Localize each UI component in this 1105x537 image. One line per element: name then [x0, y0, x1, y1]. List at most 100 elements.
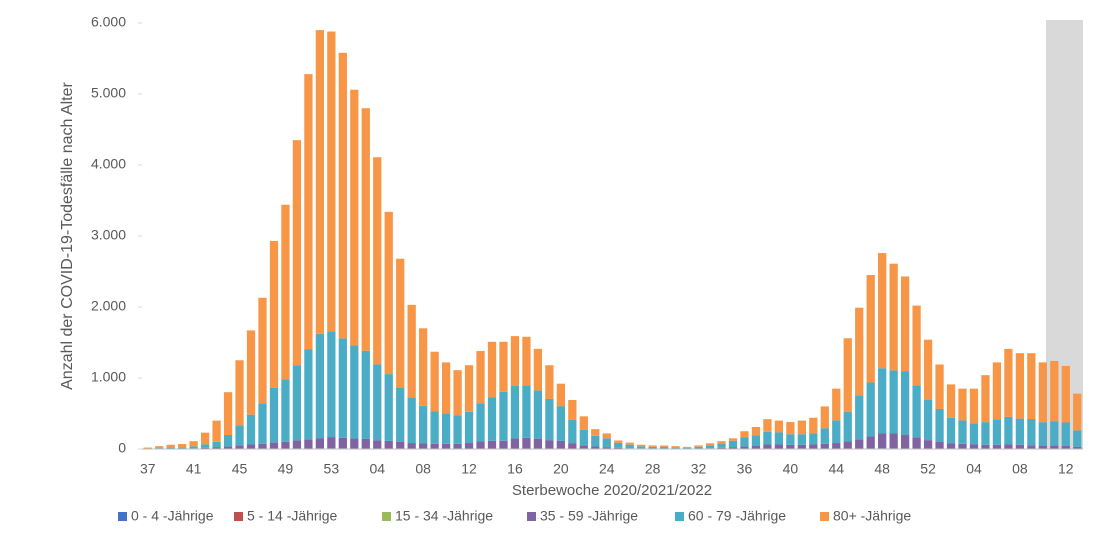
x-axis-label: Sterbewoche 2020/2021/2022 [512, 482, 712, 499]
bar-segment [763, 444, 772, 449]
bar-segment [889, 263, 898, 371]
bar-segment [981, 444, 990, 449]
bar-segment [671, 446, 680, 448]
bar-segment [373, 364, 382, 441]
bar-segment [568, 419, 577, 444]
x-tick-label: 45 [232, 461, 248, 477]
bar-segment [464, 365, 474, 412]
bar-segment [786, 434, 795, 445]
bar-segment [981, 422, 990, 445]
bar-segment [315, 30, 325, 334]
bar-segment [1073, 430, 1082, 447]
bar-segment [820, 428, 829, 444]
bar-segment [614, 440, 623, 443]
bar-segment [223, 392, 233, 436]
bar-segment [200, 447, 210, 449]
bar-segment [591, 435, 600, 447]
bar-segment [1038, 362, 1047, 423]
bar-segment [660, 445, 669, 447]
bar-segment [774, 432, 784, 445]
bar-segment [1050, 360, 1059, 422]
bar-segment [258, 297, 267, 404]
bar-segment [407, 443, 416, 449]
bar-segment [728, 447, 738, 449]
bar-segment [292, 440, 302, 449]
bar-segment [579, 416, 588, 430]
bar-segment [453, 443, 462, 449]
x-tick-label: 08 [1012, 461, 1028, 477]
bar-segment [832, 388, 841, 421]
bar-segment [441, 413, 451, 444]
bar-segment [912, 437, 921, 449]
bar-segment [281, 379, 290, 442]
bar-segment [315, 438, 325, 449]
bar-segment [832, 420, 841, 444]
bar-segment [682, 447, 692, 449]
bar-segment [545, 440, 554, 449]
bar-segment [476, 351, 485, 404]
legend-swatch [675, 512, 684, 521]
y-tick-label: 6.000 [91, 14, 126, 30]
bar-segment [740, 437, 749, 447]
bar-segment [338, 338, 347, 438]
x-tick-label: 32 [691, 461, 707, 477]
bar-segment [533, 438, 543, 449]
bar-segment [545, 398, 554, 441]
bar-segment [878, 433, 887, 449]
bar-segment [602, 438, 611, 448]
bar-segment [694, 446, 703, 449]
bar-segment [797, 434, 806, 445]
bar-segment [1073, 446, 1082, 449]
bar-segment [235, 360, 244, 426]
bar-segment [178, 447, 187, 449]
bar-segment [935, 364, 944, 409]
bar-segment [591, 446, 600, 449]
legend-label: 0 - 4 -Jährige [131, 508, 214, 524]
bar-segment [189, 446, 198, 449]
bar-segment [487, 341, 497, 398]
bar-segment [969, 444, 979, 449]
bar-segment [200, 432, 210, 445]
bar-segment [705, 445, 715, 449]
x-tick-label: 53 [324, 461, 340, 477]
bar-segment [246, 444, 256, 449]
bar-segment [774, 444, 784, 449]
bar-segment [992, 362, 1002, 420]
bar-segment [855, 439, 864, 449]
legend-swatch [118, 512, 127, 521]
bar-segment [499, 341, 508, 392]
bar-segment [751, 426, 761, 436]
bar-segment [992, 444, 1002, 449]
bar-segment [212, 447, 221, 449]
x-tick-label: 52 [920, 461, 936, 477]
bar-segment [866, 436, 875, 449]
bar-segment [1027, 353, 1036, 419]
bar-segment [361, 438, 370, 449]
bar-segment [510, 386, 520, 439]
bar-segment [373, 157, 382, 365]
bar-segment [441, 443, 451, 449]
bar-segment [430, 351, 439, 412]
bar-segment [602, 433, 611, 439]
bar-segment [384, 211, 393, 375]
bar-segment [900, 435, 910, 449]
bar-segment [384, 374, 393, 441]
bar-segment [648, 445, 657, 447]
x-tick-label: 41 [186, 461, 202, 477]
bar-segment [269, 442, 279, 449]
bar-segment [602, 447, 611, 449]
x-tick-label: 20 [553, 461, 569, 477]
bar-segment [637, 444, 646, 447]
bar-segment [855, 395, 864, 440]
bar-segment [419, 328, 428, 406]
bar-segment [522, 385, 531, 438]
bar-segment [935, 441, 944, 449]
bar-segment [682, 446, 692, 448]
bar-segment [292, 140, 302, 366]
bar-segment [246, 414, 256, 445]
bar-segment [430, 443, 439, 449]
bar-segment [327, 331, 336, 438]
bar-segment [178, 444, 187, 448]
bar-segment [373, 440, 382, 449]
y-tick-label: 1.000 [91, 369, 126, 385]
